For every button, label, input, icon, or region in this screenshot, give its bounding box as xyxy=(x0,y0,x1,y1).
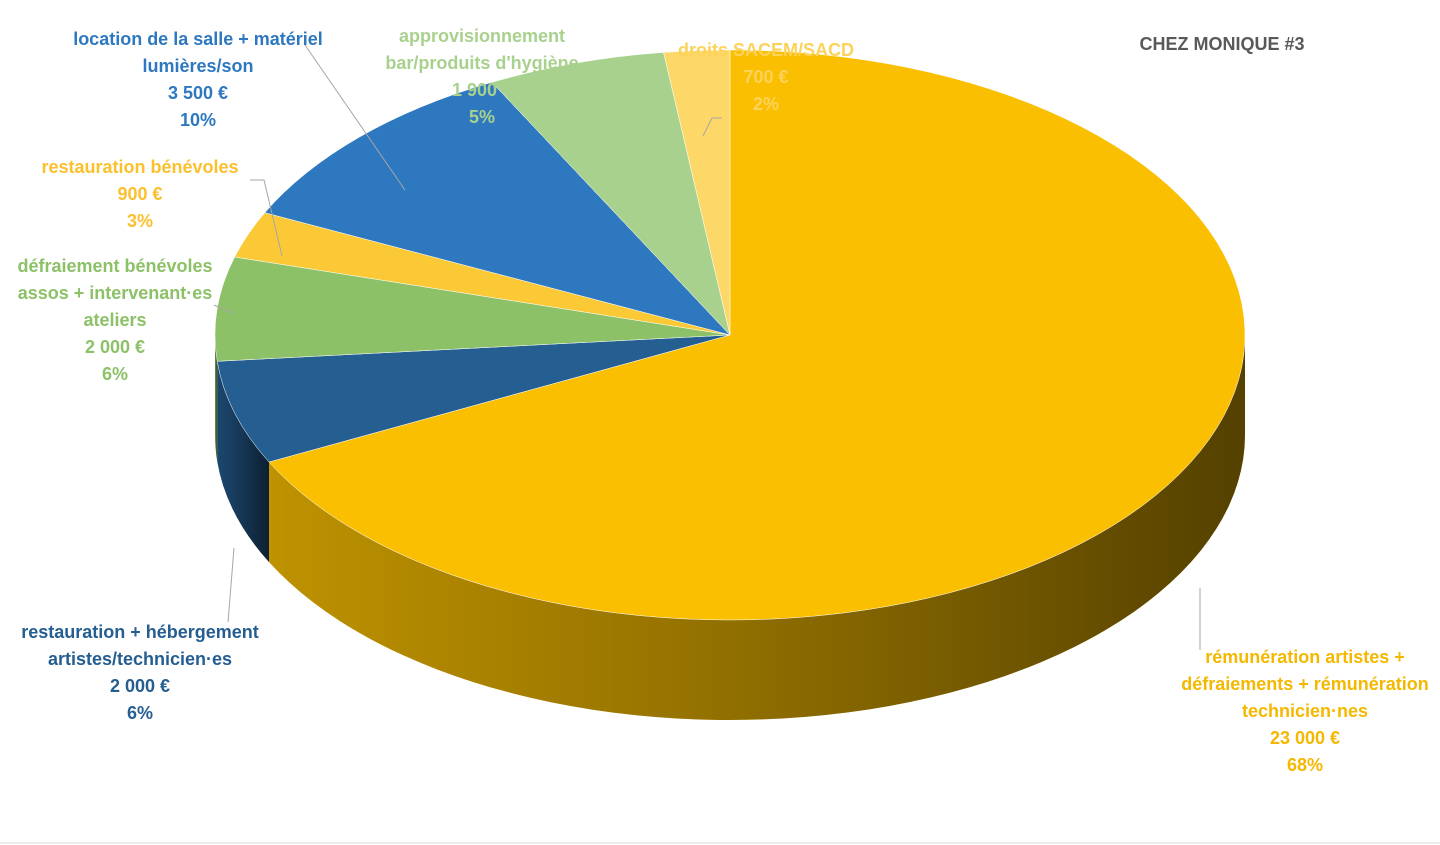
leader-line xyxy=(702,117,722,137)
label-line: 5% xyxy=(469,107,495,127)
slice xyxy=(264,81,731,336)
label-line: restauration bénévoles xyxy=(41,157,238,177)
label-line: droits SACEM/SACD xyxy=(678,40,854,60)
slice xyxy=(491,52,731,336)
label-line: lumières/son xyxy=(142,56,253,76)
label-line: défraiement bénévoles xyxy=(17,256,212,276)
label-line: location de la salle + matériel xyxy=(73,29,323,49)
label-line: 23 000 € xyxy=(1270,728,1340,748)
label-line: 700 € xyxy=(743,67,788,87)
leader-line xyxy=(227,547,235,623)
data-label: approvisionnement bar/produits d'hygiène 1… xyxy=(385,26,578,127)
label-line: 68% xyxy=(1287,755,1323,775)
leader-line xyxy=(250,179,283,257)
label-line: assos + intervenant·es xyxy=(18,283,213,303)
label-line: 6% xyxy=(102,364,128,384)
label-line: défraiements + rémunération xyxy=(1181,674,1429,694)
label-line: 10% xyxy=(180,110,216,130)
side-shade xyxy=(268,335,1245,720)
label-line: 3% xyxy=(127,211,153,231)
data-label: restauration + hébergement artistes/techn… xyxy=(21,622,259,723)
leader-line xyxy=(304,44,406,191)
label-line: 2% xyxy=(753,94,779,114)
label-line: rémunération artistes + xyxy=(1205,647,1405,667)
data-label: restauration bénévoles 900 € 3% xyxy=(41,157,238,231)
label-line: 2 000 € xyxy=(110,676,170,696)
label-line: 1 900 € xyxy=(452,80,512,100)
label-line: 6% xyxy=(127,703,153,723)
label-line: artistes/technicien·es xyxy=(48,649,232,669)
data-label: rémunération artistes + défraiements + ré… xyxy=(1181,647,1429,775)
label-line: 900 € xyxy=(117,184,162,204)
data-label: défraiement bénévoles assos + intervenant… xyxy=(17,256,212,384)
data-label: droits SACEM/SACD 700 € 2% xyxy=(678,40,854,114)
label-line: restauration + hébergement xyxy=(21,622,259,642)
chart-title: CHEZ MONIQUE #3 xyxy=(1139,34,1304,54)
slice xyxy=(214,256,731,362)
slice xyxy=(663,49,731,336)
side-shade xyxy=(215,335,218,462)
label-line: technicien·nes xyxy=(1242,701,1368,721)
side-shade xyxy=(217,361,269,563)
label-line: 3 500 € xyxy=(168,83,228,103)
label-line: ateliers xyxy=(83,310,146,330)
slice xyxy=(216,334,731,463)
label-line: approvisionnement xyxy=(399,26,565,46)
slice xyxy=(268,49,1246,621)
data-label: location de la salle + matériel lumières/… xyxy=(73,29,323,130)
leader-line xyxy=(213,304,233,314)
label-line: 2 000 € xyxy=(85,337,145,357)
label-line: bar/produits d'hygiène xyxy=(385,53,578,73)
